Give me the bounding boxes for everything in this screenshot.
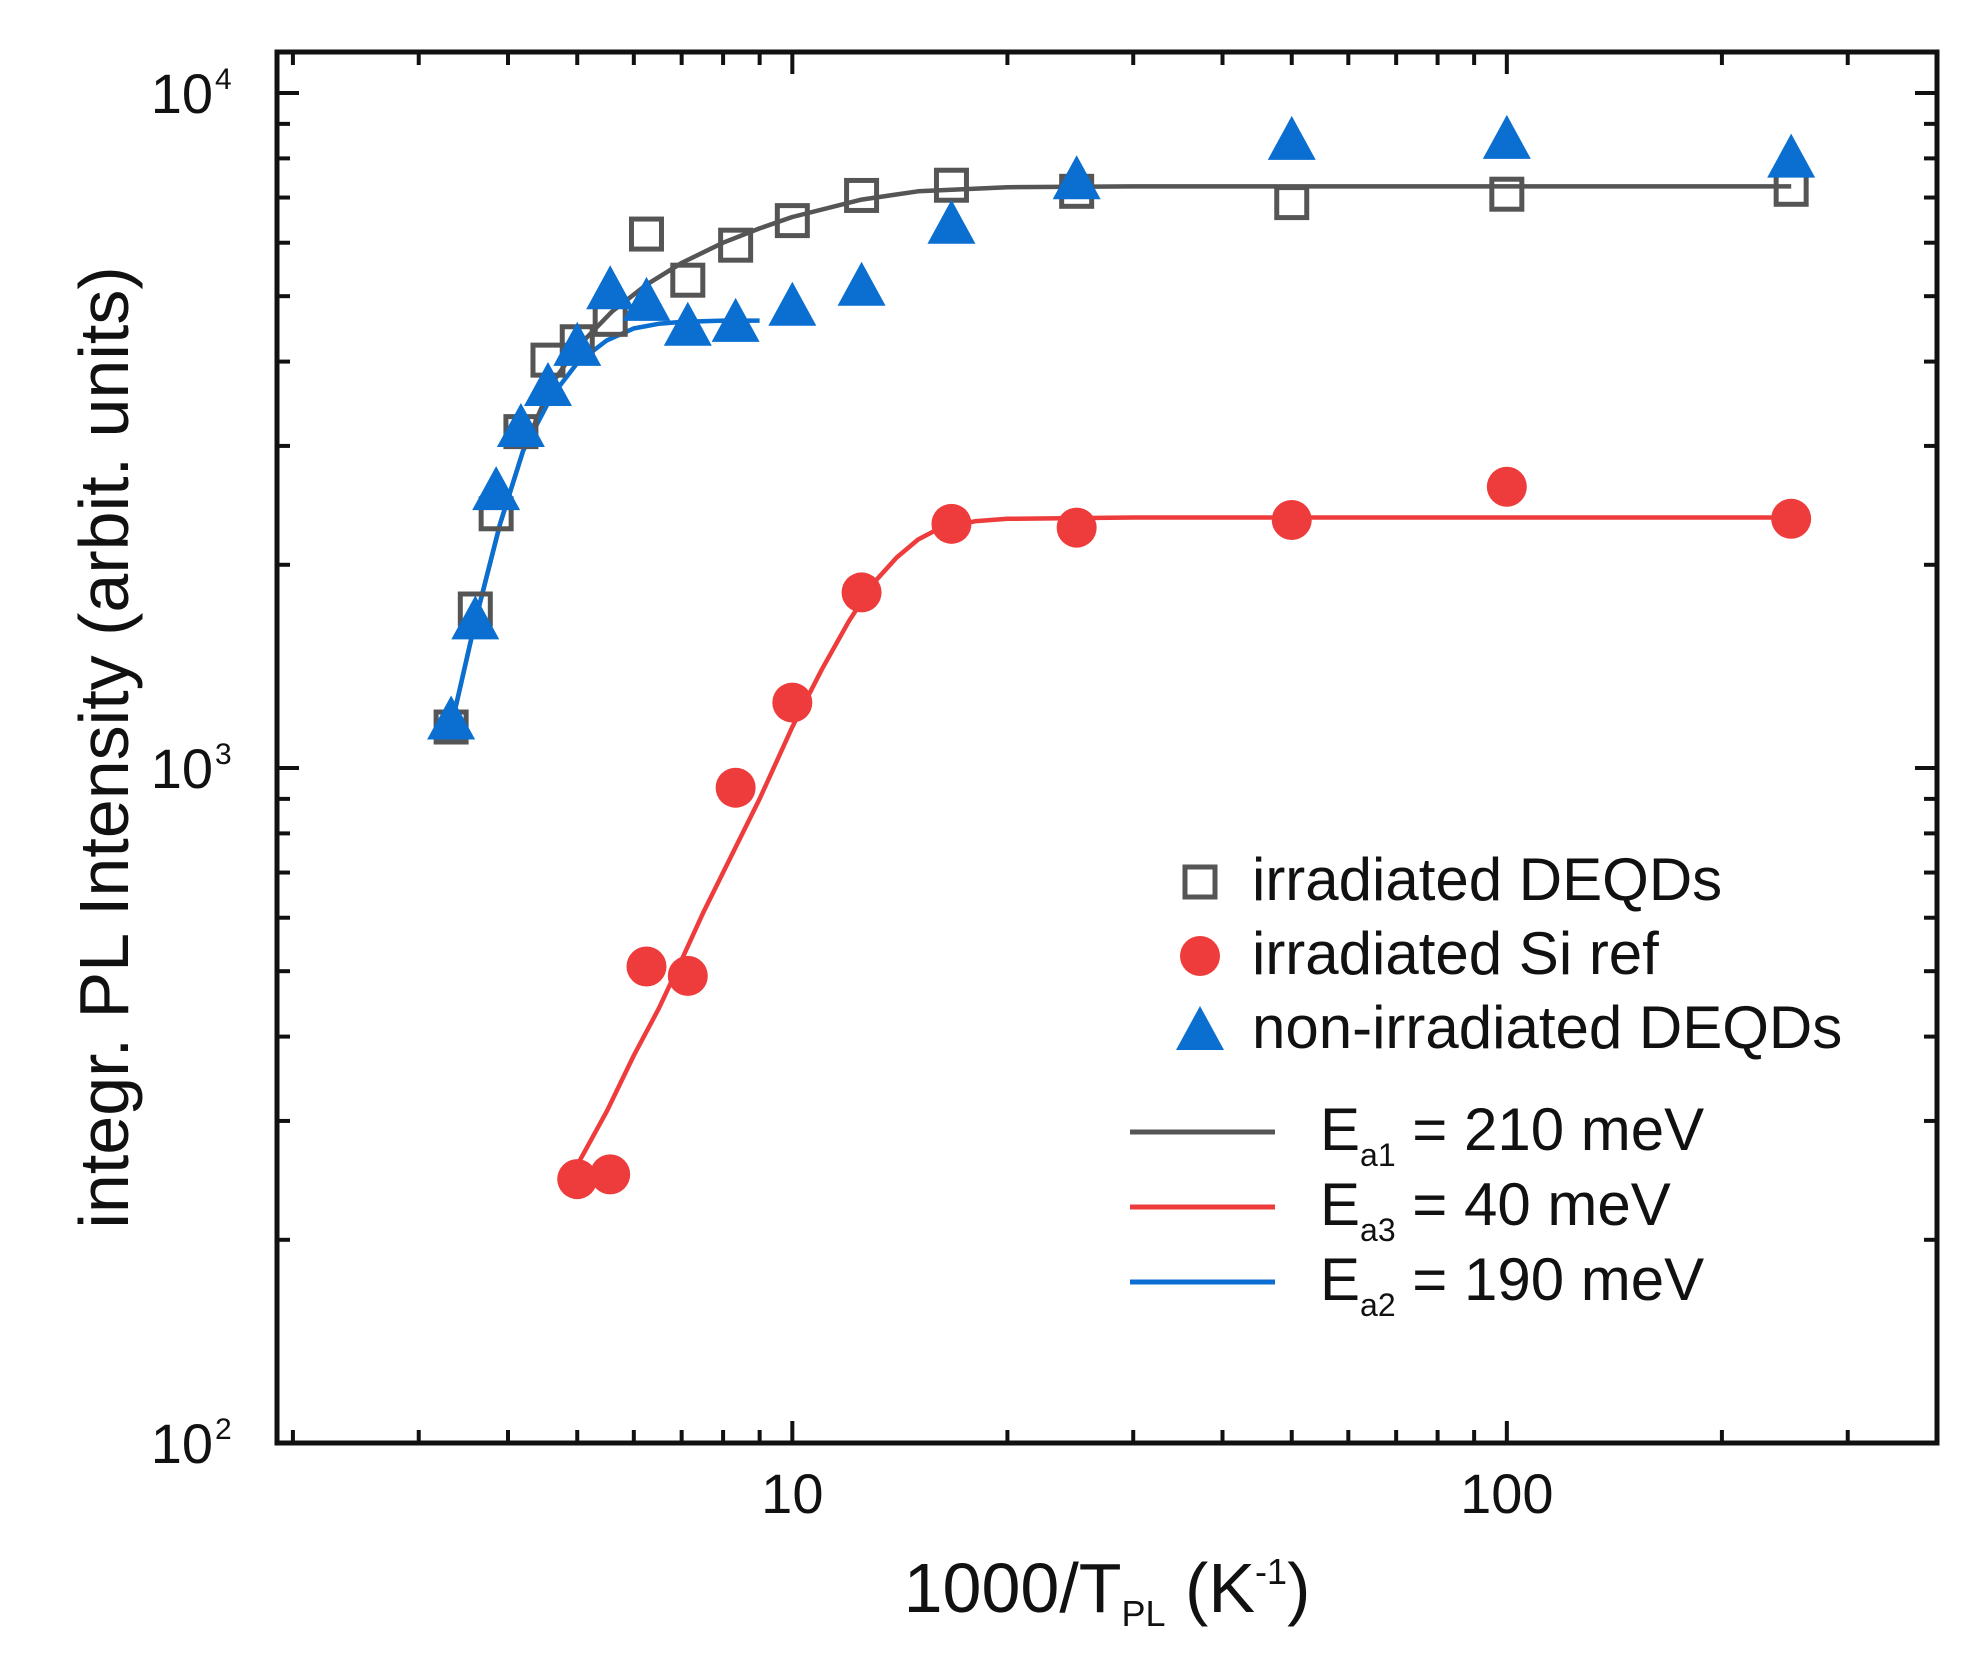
fit-curve [575, 515, 1792, 1167]
legend: irradiated DEQDs irradiated Si ref non-irr… [1130, 846, 1842, 1323]
data-point [667, 955, 708, 996]
data-point [715, 767, 756, 808]
y-tick-label: 10 [151, 1412, 213, 1475]
data-point [496, 403, 545, 448]
data-point [711, 297, 760, 342]
data-point [844, 177, 880, 213]
data-point [1489, 176, 1525, 212]
data-point [1773, 171, 1809, 207]
legend-label: irradiated Si ref [1252, 920, 1659, 987]
data-point [927, 199, 976, 244]
legend-fit-label: Ea1 = 210 meV [1320, 1096, 1704, 1173]
legend-fit-label: Ea2 = 190 meV [1320, 1246, 1704, 1323]
data-point [626, 946, 667, 987]
data-point [427, 695, 476, 740]
data-point [718, 227, 754, 263]
legend-marker [1182, 864, 1218, 900]
data-point [451, 595, 500, 640]
data-point [663, 301, 712, 346]
plot-frame [274, 49, 1940, 1446]
legend-marker [1176, 1006, 1224, 1050]
legend-marker [1180, 936, 1220, 976]
data-point [931, 503, 972, 544]
data-point [1482, 114, 1531, 159]
y-tick-label: 10 [151, 737, 213, 800]
data-point [837, 261, 886, 306]
fit-curve [448, 184, 1792, 728]
data-point [933, 167, 969, 203]
data-point [1274, 185, 1310, 221]
fit-curve [448, 318, 760, 728]
x-tick-label: 100 [1460, 1462, 1553, 1525]
y-axis-title: integr. PL Intensity (arbit. units) [65, 266, 143, 1228]
data-point [628, 216, 664, 252]
y-tick-exponent: 3 [215, 738, 232, 771]
legend-label: irradiated DEQDs [1252, 846, 1722, 913]
x-tick-label: 10 [761, 1462, 823, 1525]
data-point [472, 466, 521, 511]
x-axis-title: 1000/TPL (K-1) [904, 1549, 1311, 1634]
data-point [1267, 115, 1316, 160]
data-point [768, 281, 817, 326]
data-points [427, 114, 1816, 1200]
data-point [557, 1159, 598, 1200]
data-point [1052, 155, 1101, 200]
legend-fit-label: Ea3 = 40 meV [1320, 1171, 1671, 1248]
data-point [1056, 507, 1097, 548]
data-point [1767, 133, 1816, 178]
data-point [590, 1154, 631, 1195]
y-tick-label: 10 [151, 62, 213, 125]
data-point [553, 321, 602, 366]
legend-label: non-irradiated DEQDs [1252, 994, 1842, 1061]
data-point [523, 362, 572, 407]
data-point [1271, 500, 1312, 541]
data-point [1486, 466, 1527, 507]
y-tick-exponent: 4 [215, 63, 232, 96]
data-point [772, 682, 813, 723]
data-point [774, 203, 810, 239]
data-point [1771, 498, 1812, 539]
data-point [841, 572, 882, 613]
data-point [670, 262, 706, 298]
data-point [586, 265, 635, 310]
tick-layer [277, 52, 1939, 1445]
data-point [622, 276, 671, 321]
y-tick-exponent: 2 [215, 1413, 232, 1446]
